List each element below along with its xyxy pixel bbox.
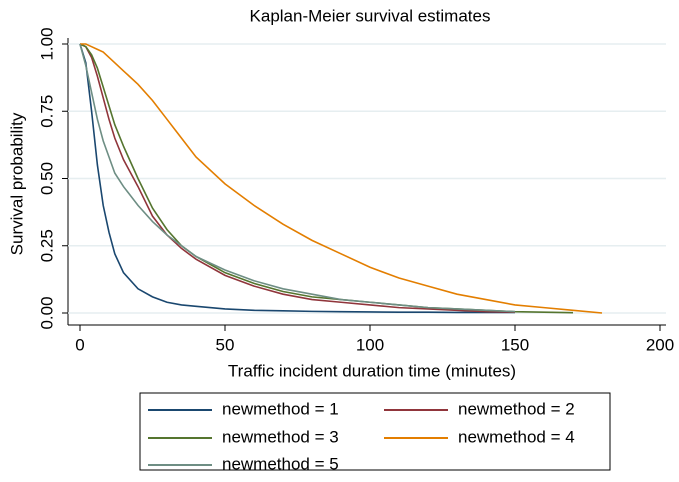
y-tick-label: 0.50 [37, 162, 56, 195]
y-tick-label: 0.25 [37, 229, 56, 262]
survival-curve [79, 43, 516, 313]
survival-curve [80, 43, 603, 314]
y-tick-label: 1.00 [37, 27, 56, 60]
y-axis-label: Survival probability [7, 112, 26, 255]
legend-label: newmethod = 3 [222, 427, 339, 446]
x-tick-label: 150 [501, 335, 529, 354]
x-tick-label: 50 [216, 335, 235, 354]
y-tick-label: 0.75 [37, 95, 56, 128]
survival-curve [79, 43, 515, 314]
x-tick-label: 0 [75, 335, 84, 354]
legend-label: newmethod = 1 [222, 399, 339, 418]
legend-label: newmethod = 4 [458, 427, 575, 446]
y-tick-label: 0.00 [37, 296, 56, 329]
legend-label: newmethod = 2 [458, 399, 575, 418]
chart-title: Kaplan-Meier survival estimates [250, 6, 491, 25]
legend-label: newmethod = 5 [222, 454, 339, 473]
x-axis-label: Traffic incident duration time (minutes) [228, 361, 516, 380]
x-tick-label: 200 [646, 335, 674, 354]
survival-curve [79, 43, 516, 313]
x-tick-label: 100 [356, 335, 384, 354]
legend-box [139, 392, 611, 471]
